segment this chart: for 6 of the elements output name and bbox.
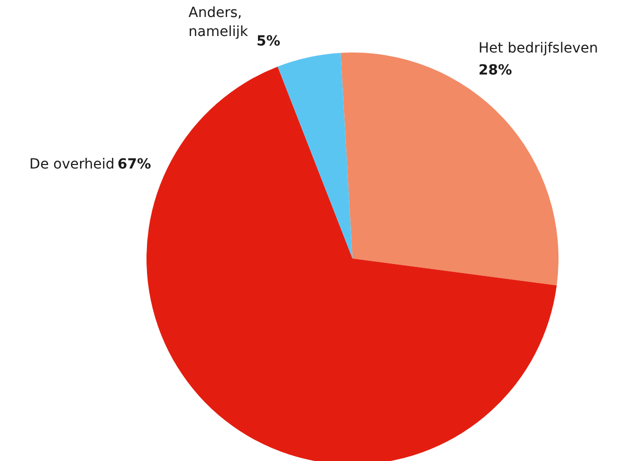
slice-label: De overheid	[29, 156, 115, 172]
slice-label: Het bedrijfsleven	[478, 40, 598, 56]
data-label: 67%	[118, 156, 152, 172]
data-label: 28%	[478, 62, 512, 78]
slice-label: Anders, namelijk	[188, 4, 249, 40]
data-label: 5%	[256, 34, 280, 50]
